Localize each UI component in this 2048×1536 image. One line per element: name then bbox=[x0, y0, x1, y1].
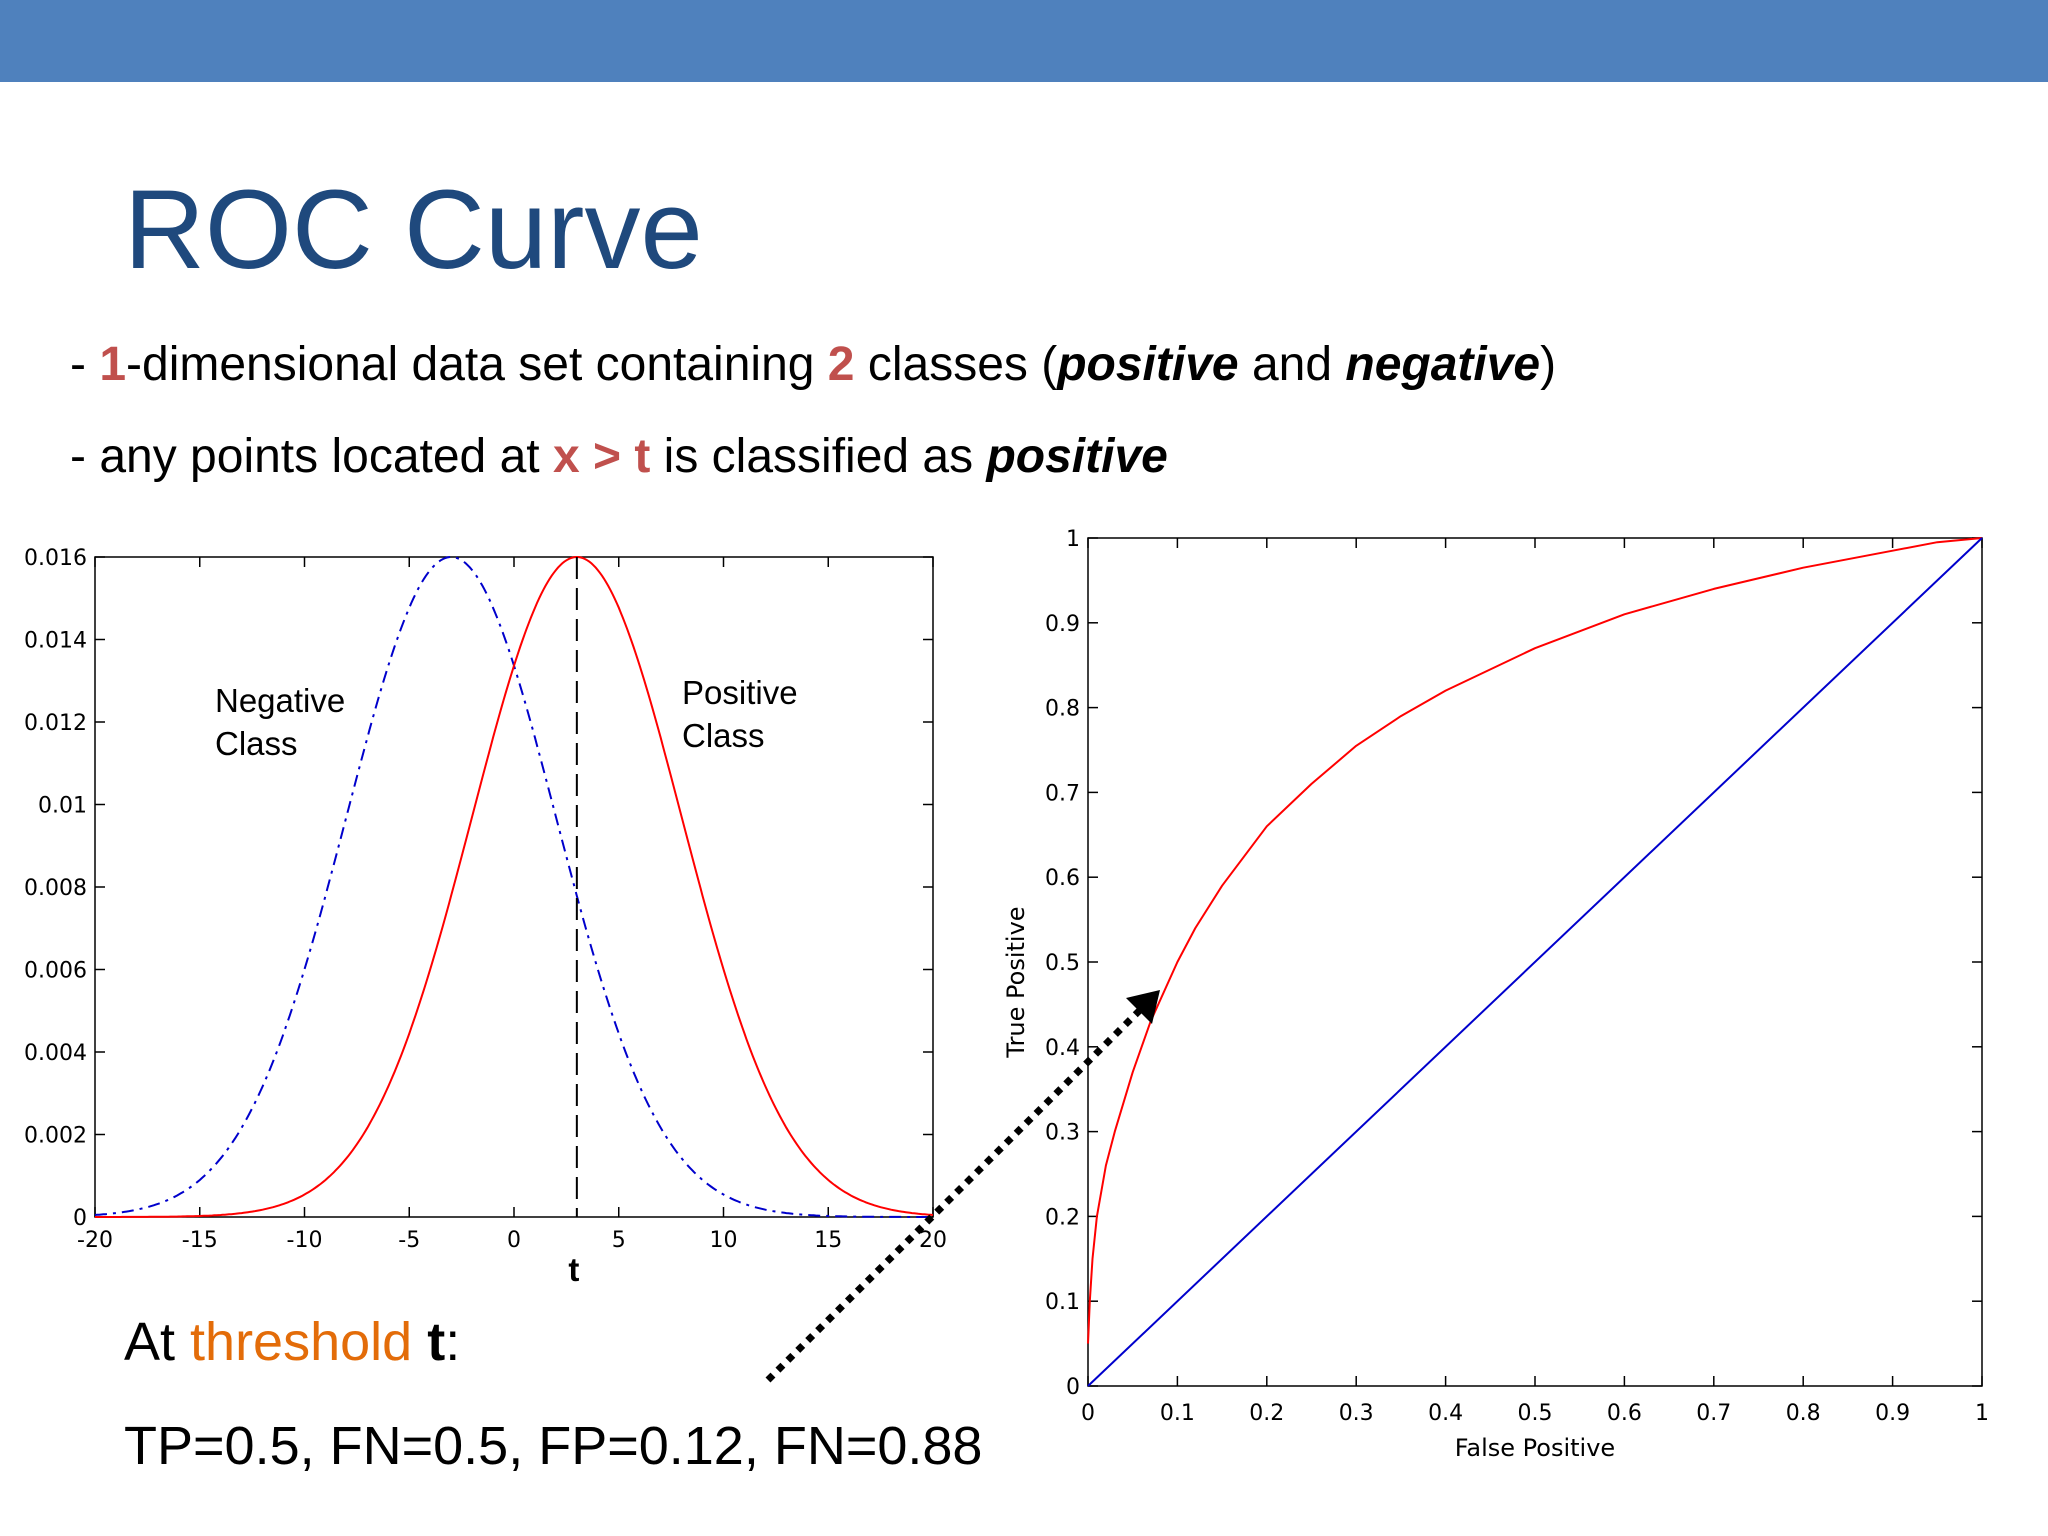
x-tick-label: 0.5 bbox=[1518, 1401, 1553, 1426]
roc-y-axis-title: True Positive bbox=[1002, 906, 1030, 1058]
x-tick-label: 0 bbox=[1081, 1401, 1095, 1426]
x-tick-label: -15 bbox=[182, 1228, 218, 1253]
positive-class-label: Positive Class bbox=[682, 674, 798, 754]
y-tick-label: 0 bbox=[1066, 1375, 1080, 1400]
y-tick-label: 0.01 bbox=[38, 794, 87, 819]
bullet-two-rule: x > t bbox=[552, 430, 651, 483]
series-label-line: Positive bbox=[682, 674, 798, 711]
bullet-one-text-b: classes ( bbox=[854, 338, 1058, 391]
arrow-head bbox=[1126, 990, 1160, 1024]
y-tick-label: 0.6 bbox=[1045, 866, 1080, 891]
threshold-caption-word: threshold bbox=[190, 1312, 413, 1372]
threshold-caption: At threshold t: bbox=[124, 1310, 460, 1375]
x-tick-label: 15 bbox=[814, 1228, 842, 1253]
bullet-one-text-c: and bbox=[1238, 338, 1346, 391]
bullet-one-prefix: - bbox=[70, 338, 100, 391]
series-label-line: Class bbox=[682, 717, 765, 754]
y-tick-label: 0.012 bbox=[24, 711, 87, 736]
y-tick-label: 0.7 bbox=[1045, 781, 1080, 806]
bullet-two: - any points located at x > t is classif… bbox=[70, 428, 1168, 486]
bullet-one-positive: positive bbox=[1057, 338, 1239, 391]
x-tick-label: 0.8 bbox=[1786, 1401, 1821, 1426]
y-tick-label: 0 bbox=[73, 1206, 87, 1231]
x-tick-label: 0.3 bbox=[1339, 1401, 1374, 1426]
y-tick-label: 0.8 bbox=[1045, 697, 1080, 722]
y-tick-label: 0.014 bbox=[24, 629, 87, 654]
bullet-one: - 1-dimensional data set containing 2 cl… bbox=[70, 336, 1556, 394]
x-tick-label: 0.2 bbox=[1249, 1401, 1284, 1426]
y-tick-label: 0.3 bbox=[1045, 1121, 1080, 1146]
y-tick-label: 0.004 bbox=[24, 1041, 87, 1066]
top-banner-bar bbox=[0, 0, 2048, 82]
x-tick-label: -5 bbox=[398, 1228, 420, 1253]
distribution-plot-frame bbox=[94, 556, 934, 1218]
bullet-one-class-count: 2 bbox=[827, 338, 855, 391]
x-tick-label: 0.7 bbox=[1696, 1401, 1731, 1426]
x-tick-label: -20 bbox=[77, 1228, 113, 1253]
y-tick-label: 0.016 bbox=[24, 546, 87, 571]
x-tick-label: 1 bbox=[1975, 1401, 1989, 1426]
bullet-two-text-b: is classified as bbox=[650, 430, 987, 483]
bullet-two-text-a: - any points located at bbox=[70, 430, 553, 483]
y-tick-label: 0.2 bbox=[1045, 1205, 1080, 1230]
series-label-line: Negative bbox=[215, 682, 345, 719]
bullet-one-dimension-count: 1 bbox=[99, 338, 127, 391]
bullet-one-text-a: -dimensional data set containing bbox=[126, 338, 828, 391]
y-tick-label: 0.4 bbox=[1045, 1036, 1080, 1061]
roc-chart: 0 0.1 0.2 0.3 0.4 0.5 0.6 0.7 0.8 0.9 1 0 0.1 0.2 0.3 0… bbox=[1002, 527, 1989, 1462]
y-tick-label: 0.008 bbox=[24, 876, 87, 901]
x-tick-label: 0.6 bbox=[1607, 1401, 1642, 1426]
dotted-arrow-shaft bbox=[765, 1007, 1143, 1383]
bullet-two-positive: positive bbox=[986, 430, 1168, 483]
threshold-caption-colon: : bbox=[445, 1312, 461, 1372]
chance-diagonal bbox=[1087, 537, 1983, 1387]
slide-title: ROC Curve bbox=[124, 167, 703, 292]
roc-x-axis-title: False Positive bbox=[1455, 1434, 1615, 1462]
bullet-one-text-d: ) bbox=[1540, 338, 1557, 391]
bullet-one-negative: negative bbox=[1345, 338, 1541, 391]
threshold-caption-space bbox=[412, 1312, 427, 1372]
roc-curve bbox=[1087, 537, 1983, 1344]
positive-class-curve bbox=[95, 555, 934, 1218]
threshold-arrow bbox=[765, 990, 1160, 1383]
y-tick-label: 1 bbox=[1066, 527, 1080, 552]
x-tick-label: 0.9 bbox=[1875, 1401, 1910, 1426]
y-tick-label: 0.002 bbox=[24, 1124, 87, 1149]
x-tick-label: 20 bbox=[919, 1228, 947, 1253]
x-tick-label: 0 bbox=[507, 1228, 521, 1253]
x-tick-label: 10 bbox=[710, 1228, 738, 1253]
class-distribution-chart: -20 -15 -10 -5 0 5 10 15 20 0 0.002 0.004 0.006 0.008… bbox=[24, 546, 947, 1288]
x-tick-label: 5 bbox=[612, 1228, 626, 1253]
threshold-caption-t: t bbox=[427, 1312, 446, 1372]
x-tick-label: 0.1 bbox=[1160, 1401, 1195, 1426]
threshold-t-label: t bbox=[568, 1251, 579, 1288]
y-tick-label: 0.9 bbox=[1045, 612, 1080, 637]
series-label-line: Class bbox=[215, 725, 298, 762]
y-tick-label: 0.5 bbox=[1045, 951, 1080, 976]
y-tick-label: 0.006 bbox=[24, 959, 87, 984]
threshold-caption-prefix: At bbox=[124, 1312, 191, 1372]
metrics-caption: TP=0.5, FN=0.5, FP=0.12, FN=0.88 bbox=[124, 1416, 983, 1476]
x-tick-label: 0.4 bbox=[1428, 1401, 1463, 1426]
negative-class-label: Negative Class bbox=[215, 682, 345, 762]
y-tick-label: 0.1 bbox=[1045, 1290, 1080, 1315]
x-tick-label: -10 bbox=[287, 1228, 323, 1253]
